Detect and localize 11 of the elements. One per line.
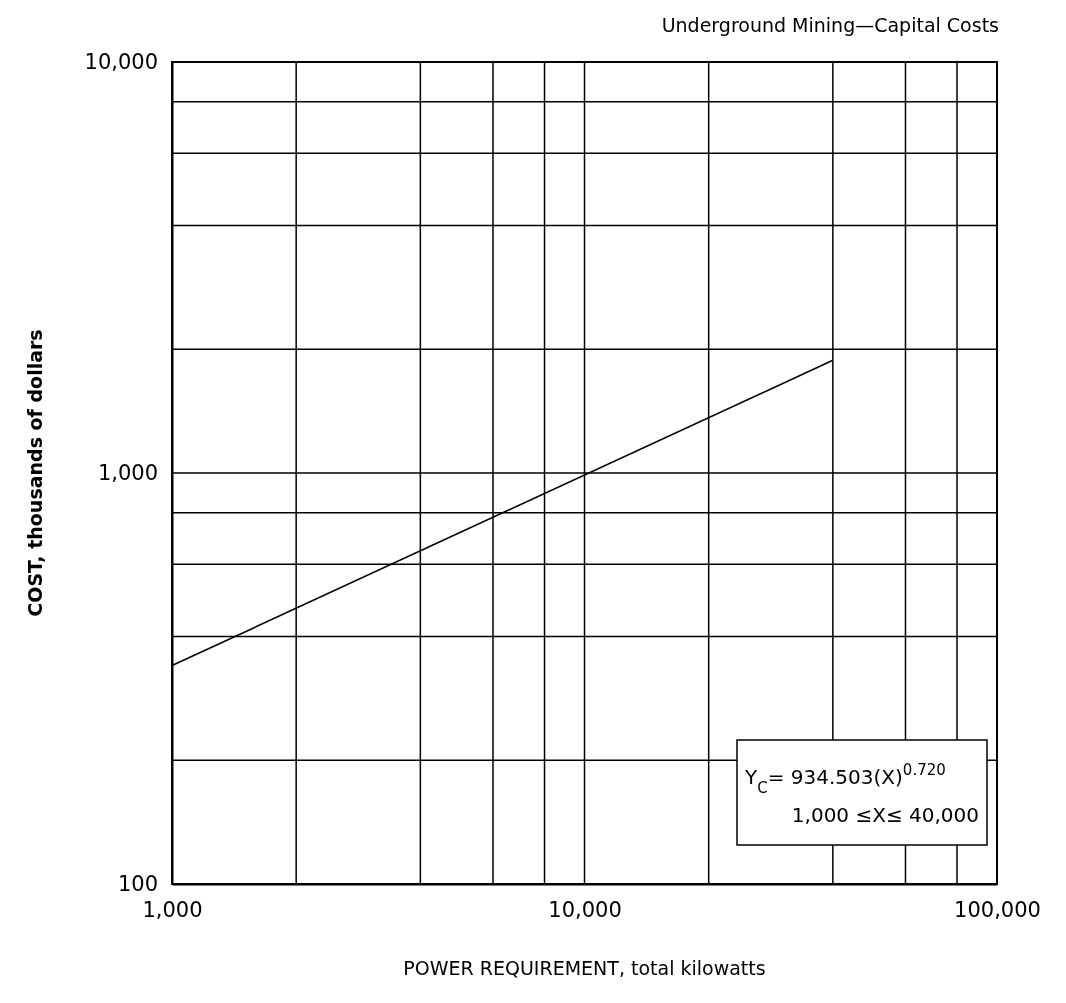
x-tick-label: 1,000: [142, 897, 203, 922]
y-tick-label: 100: [117, 872, 158, 897]
annotation: Y$_{C}$= 934.503(X)$^{0.720}$: [744, 761, 946, 797]
chart-title: Underground Mining—Capital Costs: [661, 14, 999, 36]
y-tick-label: 1,000: [97, 461, 158, 486]
x-tick-label: 100,000: [954, 897, 1041, 922]
y-axis-title: COST, thousands of dollars: [24, 329, 46, 617]
y-tick-label: 10,000: [84, 50, 158, 75]
x-tick-label: 10,000: [548, 897, 622, 922]
annotation: 1,000 ≤X≤ 40,000: [791, 803, 979, 827]
x-axis-title: POWER REQUIREMENT, total kilowatts: [403, 957, 766, 979]
